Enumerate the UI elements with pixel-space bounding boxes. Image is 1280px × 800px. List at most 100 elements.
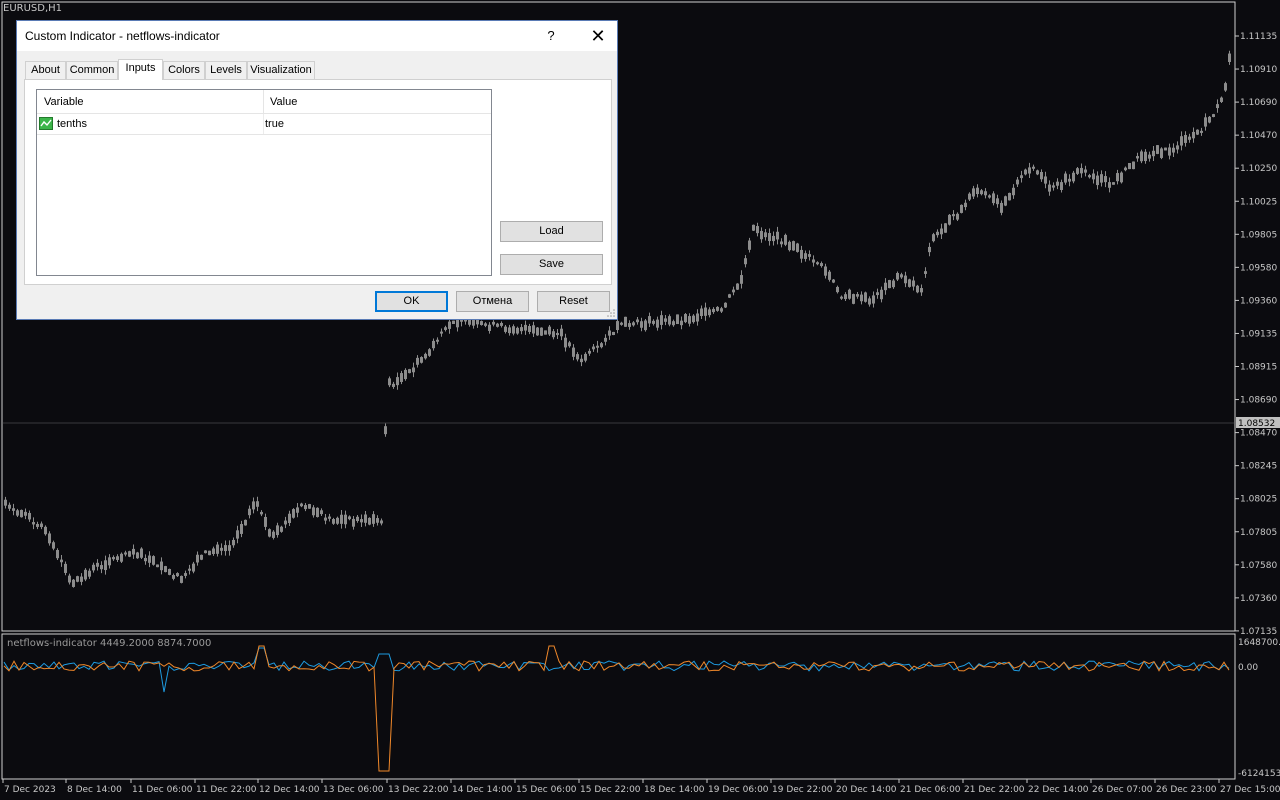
candle-body (628, 323, 631, 327)
candle-body (8, 504, 11, 509)
candle-body (1224, 83, 1227, 91)
candle-body (1156, 145, 1159, 154)
current-price-label: 1.08532 (1238, 419, 1275, 429)
time-axis-label: 15 Dec 22:00 (580, 785, 641, 795)
candle-body (820, 263, 823, 267)
column-variable[interactable]: Variable (44, 96, 84, 108)
inputs-grid[interactable]: Variable Value tenths true (36, 89, 492, 276)
candle-body (1036, 170, 1039, 175)
indicator-scale-label: 0.00 (1238, 663, 1258, 673)
price-axis-label: 1.08690 (1240, 396, 1277, 406)
time-axis-label: 7 Dec 2023 (4, 785, 56, 795)
reset-button[interactable]: Reset (537, 291, 610, 312)
candle-body (1180, 136, 1183, 146)
price-axis-label: 1.10025 (1240, 197, 1277, 207)
candle-body (108, 557, 111, 566)
candle-body (740, 275, 743, 284)
candle-body (208, 550, 211, 556)
time-axis-label: 20 Dec 14:00 (836, 785, 897, 795)
indicator-pane-border (1, 633, 1236, 780)
column-divider[interactable] (263, 90, 264, 113)
close-icon[interactable]: ✕ (590, 26, 606, 46)
candle-body (92, 564, 95, 571)
candle-body (924, 271, 927, 274)
resize-grip-icon[interactable] (607, 309, 615, 317)
time-axis-label: 13 Dec 22:00 (388, 785, 449, 795)
input-value[interactable]: true (265, 118, 284, 130)
candle-body (940, 228, 943, 235)
candle-body (544, 330, 547, 335)
candle-body (444, 327, 447, 330)
candle-body (100, 565, 103, 570)
grid-header: Variable Value (37, 90, 491, 114)
candle-body (452, 320, 455, 324)
time-axis-label: 11 Dec 06:00 (132, 785, 193, 795)
candle-body (1052, 185, 1055, 188)
candle-body (664, 318, 667, 322)
candle-body (1044, 176, 1047, 184)
candle-body (612, 331, 615, 336)
candle-body (248, 508, 251, 516)
candle-body (860, 294, 863, 302)
candle-body (476, 316, 479, 325)
time-axis-label: 14 Dec 14:00 (452, 785, 513, 795)
candle-body (644, 320, 647, 331)
candle-body (972, 188, 975, 197)
candle-body (956, 213, 959, 220)
candle-body (424, 353, 427, 359)
candle-body (260, 511, 263, 515)
candle-body (788, 241, 791, 251)
column-value[interactable]: Value (270, 96, 298, 108)
candle-body (764, 232, 767, 238)
help-icon[interactable]: ? (547, 28, 555, 43)
candle-body (1008, 192, 1011, 201)
candle-body (192, 563, 195, 572)
candle-body (1176, 145, 1179, 150)
candle-body (356, 516, 359, 522)
candle-body (272, 531, 275, 538)
candle-body (744, 258, 747, 265)
candle-body (468, 317, 471, 325)
candle-body (236, 530, 239, 539)
tab-colors[interactable]: Colors (163, 61, 205, 79)
candle-body (776, 231, 779, 240)
candle-body (564, 337, 567, 348)
candle-body (988, 195, 991, 198)
candle-body (812, 259, 815, 263)
tab-about[interactable]: About (25, 61, 66, 79)
candle-body (380, 520, 383, 524)
candle-body (876, 292, 879, 296)
candle-body (368, 517, 371, 525)
candle-body (716, 306, 719, 311)
candle-body (1116, 173, 1119, 182)
candle-body (64, 563, 67, 573)
load-button[interactable]: Load (500, 221, 603, 242)
tab-visualization[interactable]: Visualization (247, 61, 315, 79)
candle-body (428, 349, 431, 356)
candle-body (12, 508, 15, 511)
save-button[interactable]: Save (500, 254, 603, 275)
candle-body (168, 568, 171, 575)
candle-body (640, 321, 643, 328)
candle-body (1104, 176, 1107, 183)
candle-body (84, 569, 87, 580)
dialog-titlebar[interactable]: Custom Indicator - netflows-indicator ? … (17, 21, 617, 51)
tab-inputs[interactable]: Inputs (118, 59, 163, 80)
time-axis-label: 19 Dec 06:00 (708, 785, 769, 795)
candle-body (240, 524, 243, 534)
cancel-button[interactable]: Отмена (456, 291, 529, 312)
candle-body (568, 342, 571, 347)
input-row[interactable]: tenths true (37, 114, 491, 135)
candle-body (944, 223, 947, 233)
tab-levels[interactable]: Levels (205, 61, 247, 79)
candle-body (592, 346, 595, 350)
candle-body (996, 198, 999, 205)
tab-common[interactable]: Common (66, 61, 118, 79)
candle-body (528, 325, 531, 332)
candle-body (1056, 181, 1059, 186)
candle-body (584, 353, 587, 361)
candle-body (200, 554, 203, 560)
ok-button[interactable]: OK (375, 291, 448, 312)
